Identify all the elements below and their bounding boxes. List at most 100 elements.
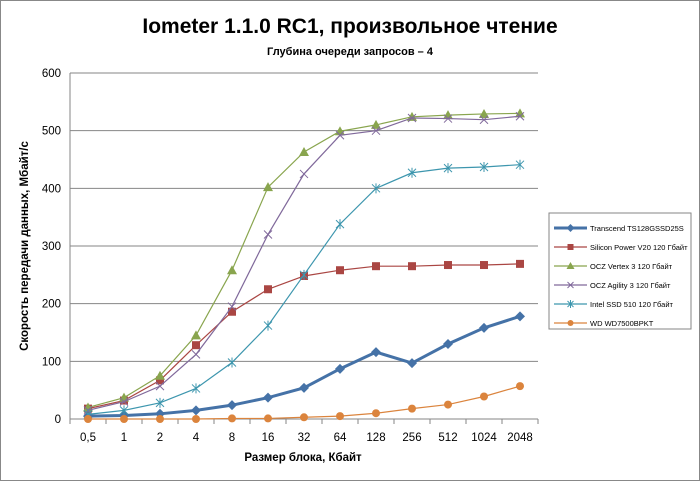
- legend-marker: [567, 281, 574, 289]
- legend-label: Intel SSD 510 120 Гбайт: [590, 300, 674, 309]
- series-line: [87, 314, 521, 418]
- data-point: [84, 415, 92, 423]
- y-tick-label: 200: [42, 299, 61, 311]
- y-tick-label: 600: [42, 68, 61, 80]
- x-tick-label: 16: [262, 432, 275, 444]
- chart-subtitle: Глубина очереди запросов – 4: [267, 46, 434, 58]
- data-point: [371, 183, 381, 194]
- data-point: [155, 370, 165, 380]
- data-point: [156, 376, 164, 385]
- data-point: [227, 302, 237, 311]
- data-point: [443, 163, 453, 174]
- legend-label: OCZ Agility 3 120 Гбайт: [590, 281, 671, 290]
- data-point: [263, 392, 273, 403]
- data-point: [264, 414, 272, 423]
- data-point: [192, 415, 200, 423]
- data-point: [480, 261, 488, 270]
- data-point: [515, 159, 525, 170]
- data-point: [299, 382, 309, 393]
- x-tick-label: 1: [121, 432, 127, 444]
- legend-label: WD WD7500BPKT: [590, 319, 654, 328]
- data-point: [156, 415, 164, 423]
- data-point: [515, 108, 525, 118]
- data-point: [192, 341, 200, 350]
- data-point: [299, 169, 309, 179]
- data-point: [479, 322, 489, 333]
- series-3: [83, 111, 525, 415]
- data-point: [443, 114, 453, 123]
- data-point: [479, 115, 489, 125]
- x-tick-label: 8: [229, 432, 235, 444]
- data-point: [335, 219, 345, 230]
- data-point: [336, 412, 344, 421]
- x-axis-label: Размер блока, Кбайт: [244, 452, 362, 464]
- data-point: [408, 262, 416, 271]
- data-point: [408, 404, 416, 413]
- data-point: [516, 382, 524, 391]
- data-point: [372, 262, 380, 271]
- data-point: [371, 119, 381, 129]
- data-point: [372, 409, 380, 418]
- data-point: [155, 381, 165, 391]
- series-line: [87, 115, 521, 411]
- data-point: [407, 358, 417, 369]
- y-axis-label: Скорость передачи данных, Мбайт/с: [19, 141, 31, 351]
- data-point: [191, 405, 201, 416]
- data-point: [155, 397, 165, 408]
- data-point: [299, 269, 309, 280]
- data-point: [515, 311, 525, 322]
- legend-marker: [567, 300, 574, 308]
- data-point: [227, 357, 237, 368]
- legend-label: OCZ Vertex 3 120 Гбайт: [590, 262, 673, 271]
- data-point: [336, 266, 344, 275]
- data-point: [335, 363, 345, 374]
- data-point: [371, 126, 381, 136]
- data-point: [191, 350, 201, 359]
- legend-marker: [567, 244, 574, 250]
- data-point: [263, 182, 273, 192]
- legend-box: [548, 212, 692, 330]
- data-point: [299, 147, 309, 157]
- data-point: [228, 414, 236, 423]
- data-point: [480, 392, 488, 401]
- data-point: [120, 415, 128, 423]
- x-tick-label: 1024: [471, 432, 497, 444]
- data-point: [227, 265, 237, 275]
- y-tick-label: 0: [55, 414, 61, 426]
- y-tick-label: 300: [42, 241, 61, 253]
- legend-marker: [566, 224, 575, 232]
- y-tick-label: 400: [42, 183, 61, 195]
- data-point: [407, 113, 417, 123]
- data-point: [371, 347, 381, 358]
- x-tick-label: 0,5: [80, 432, 96, 444]
- series-4: [83, 159, 525, 420]
- data-point: [515, 111, 525, 121]
- series-5: [84, 382, 524, 423]
- x-tick-label: 2048: [507, 432, 533, 444]
- series-2: [83, 108, 525, 412]
- legend-label: Silicon Power V20 120 Гбайт: [590, 243, 688, 252]
- data-point: [191, 383, 201, 394]
- series-line: [87, 112, 521, 409]
- x-tick-label: 2: [157, 432, 163, 444]
- data-point: [227, 400, 237, 411]
- data-point: [119, 397, 129, 407]
- data-point: [191, 330, 201, 340]
- data-point: [263, 230, 273, 239]
- data-point: [407, 167, 417, 178]
- legend-marker: [567, 320, 574, 326]
- data-point: [444, 261, 452, 270]
- data-point: [443, 110, 453, 120]
- x-tick-label: 4: [193, 432, 200, 444]
- legend-marker: [566, 262, 575, 269]
- data-point: [263, 320, 273, 331]
- data-point: [516, 259, 524, 268]
- data-point: [264, 285, 272, 294]
- chart-title: Iometer 1.1.0 RC1, произвольное чтение: [142, 15, 557, 38]
- data-point: [300, 413, 308, 422]
- x-tick-label: 512: [438, 432, 457, 444]
- legend-label: Transcend TS128GSSD25S: [590, 224, 684, 233]
- data-point: [443, 339, 453, 350]
